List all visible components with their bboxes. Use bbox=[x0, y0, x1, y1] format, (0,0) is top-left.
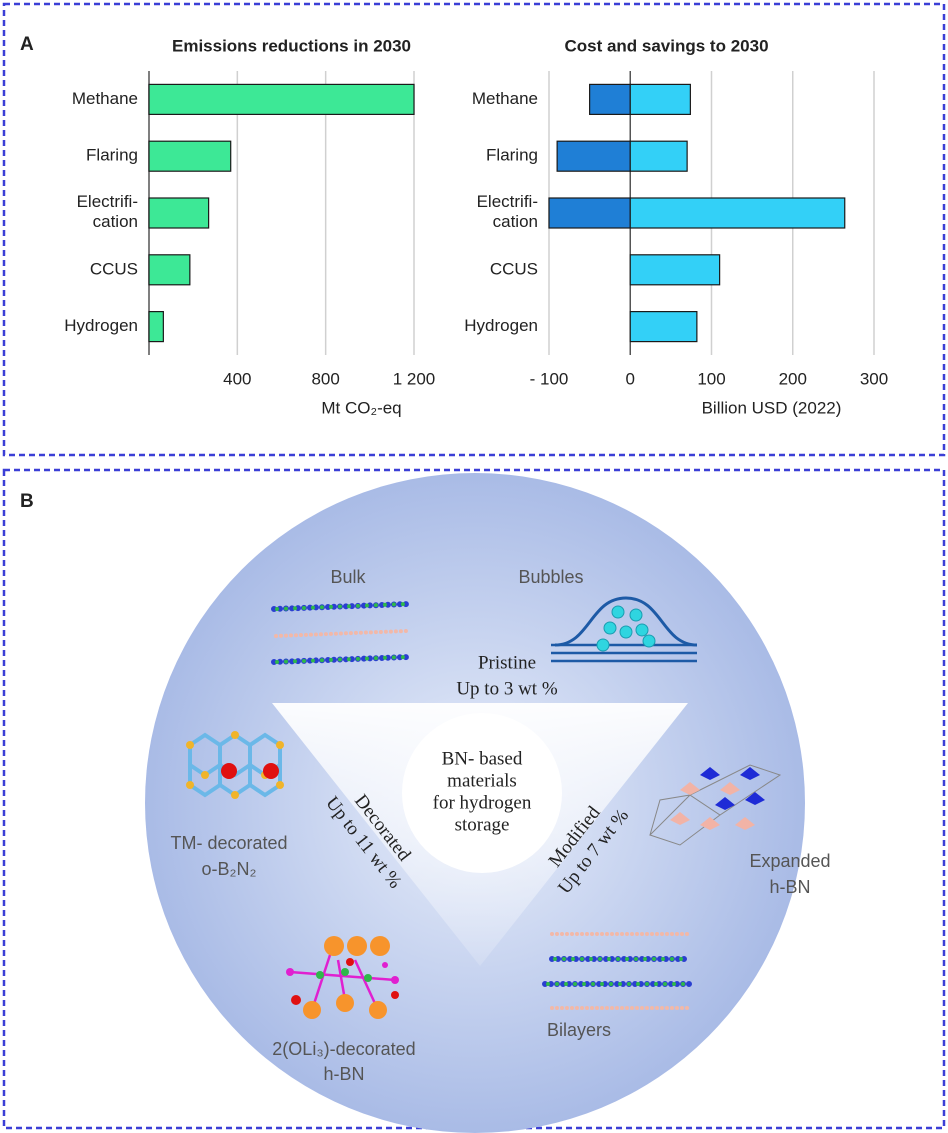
panel-b-frame bbox=[2, 468, 946, 1130]
example-label: h-BN bbox=[769, 877, 810, 897]
example-label: o-B₂N₂ bbox=[202, 859, 257, 879]
bubbles-illustration bbox=[551, 596, 698, 663]
bar bbox=[629, 83, 691, 116]
center-text: storage bbox=[455, 814, 510, 835]
section-name: Pristine bbox=[478, 652, 536, 673]
bar bbox=[548, 197, 631, 229]
example-label: TM- decorated bbox=[170, 833, 287, 853]
tm-decorated-illustration bbox=[186, 731, 284, 799]
y-tick-label: Electrifi-cation bbox=[77, 192, 138, 231]
example-label: Expanded bbox=[749, 851, 830, 871]
y-tick-label: Electrifi-cation bbox=[477, 192, 538, 231]
bilayers-illustration bbox=[542, 932, 693, 1010]
example-label: Bilayers bbox=[547, 1020, 611, 1040]
x-tick-label: 0 bbox=[626, 369, 635, 388]
bar bbox=[629, 197, 846, 229]
y-tick-label: Flaring bbox=[86, 146, 138, 165]
bar bbox=[148, 140, 232, 172]
bulk-illustration bbox=[271, 601, 411, 665]
x-axis-label: Billion USD (2022) bbox=[702, 398, 842, 417]
center-text: BN- based bbox=[442, 748, 523, 769]
center-text: for hydrogen bbox=[433, 792, 532, 813]
y-tick-label: Methane bbox=[72, 89, 138, 108]
x-tick-label: - 100 bbox=[530, 369, 569, 388]
oli3-illustration bbox=[286, 936, 399, 1019]
panel-label: B bbox=[20, 491, 34, 512]
panel-a-frame bbox=[2, 2, 946, 457]
y-tick-label: Methane bbox=[472, 89, 538, 108]
bar bbox=[148, 311, 164, 343]
charts: Emissions reductions in 2030 400 800 1 200 M… bbox=[64, 36, 888, 417]
y-tick-label: Hydrogen bbox=[464, 316, 538, 335]
bar bbox=[629, 254, 721, 286]
diagram: BN- based materials for hydrogen storage… bbox=[145, 473, 831, 1133]
y-tick-label: CCUS bbox=[90, 259, 138, 278]
y-tick-label: Hydrogen bbox=[64, 316, 138, 335]
bar bbox=[629, 311, 698, 343]
bar bbox=[148, 197, 210, 229]
x-tick-label: 300 bbox=[860, 369, 888, 388]
section-capacity: Up to 3 wt % bbox=[456, 678, 558, 699]
x-tick-label: 200 bbox=[779, 369, 807, 388]
x-tick-label: 800 bbox=[311, 369, 339, 388]
bar bbox=[148, 83, 415, 116]
bar bbox=[589, 83, 631, 116]
chart-title: Emissions reductions in 2030 bbox=[172, 36, 411, 55]
x-tick-label: 1 200 bbox=[393, 369, 436, 388]
x-tick-label: 400 bbox=[223, 369, 251, 388]
bar bbox=[148, 254, 191, 286]
example-label: Bubbles bbox=[518, 567, 583, 587]
panel-label: A bbox=[20, 34, 34, 55]
center-text: materials bbox=[447, 770, 517, 791]
example-label: 2(OLi₃)-decorated bbox=[272, 1039, 415, 1059]
y-tick-label: CCUS bbox=[490, 259, 538, 278]
expanded-illustration bbox=[649, 764, 782, 846]
center-circle bbox=[402, 713, 562, 873]
bar bbox=[556, 140, 631, 172]
bar bbox=[629, 140, 688, 172]
example-label: h-BN bbox=[323, 1064, 364, 1084]
x-tick-label: 100 bbox=[697, 369, 725, 388]
y-tick-label: Flaring bbox=[486, 146, 538, 165]
chart-title: Cost and savings to 2030 bbox=[564, 36, 768, 55]
x-axis-label: Mt CO₂-eq bbox=[321, 398, 401, 417]
example-label: Bulk bbox=[330, 567, 366, 587]
